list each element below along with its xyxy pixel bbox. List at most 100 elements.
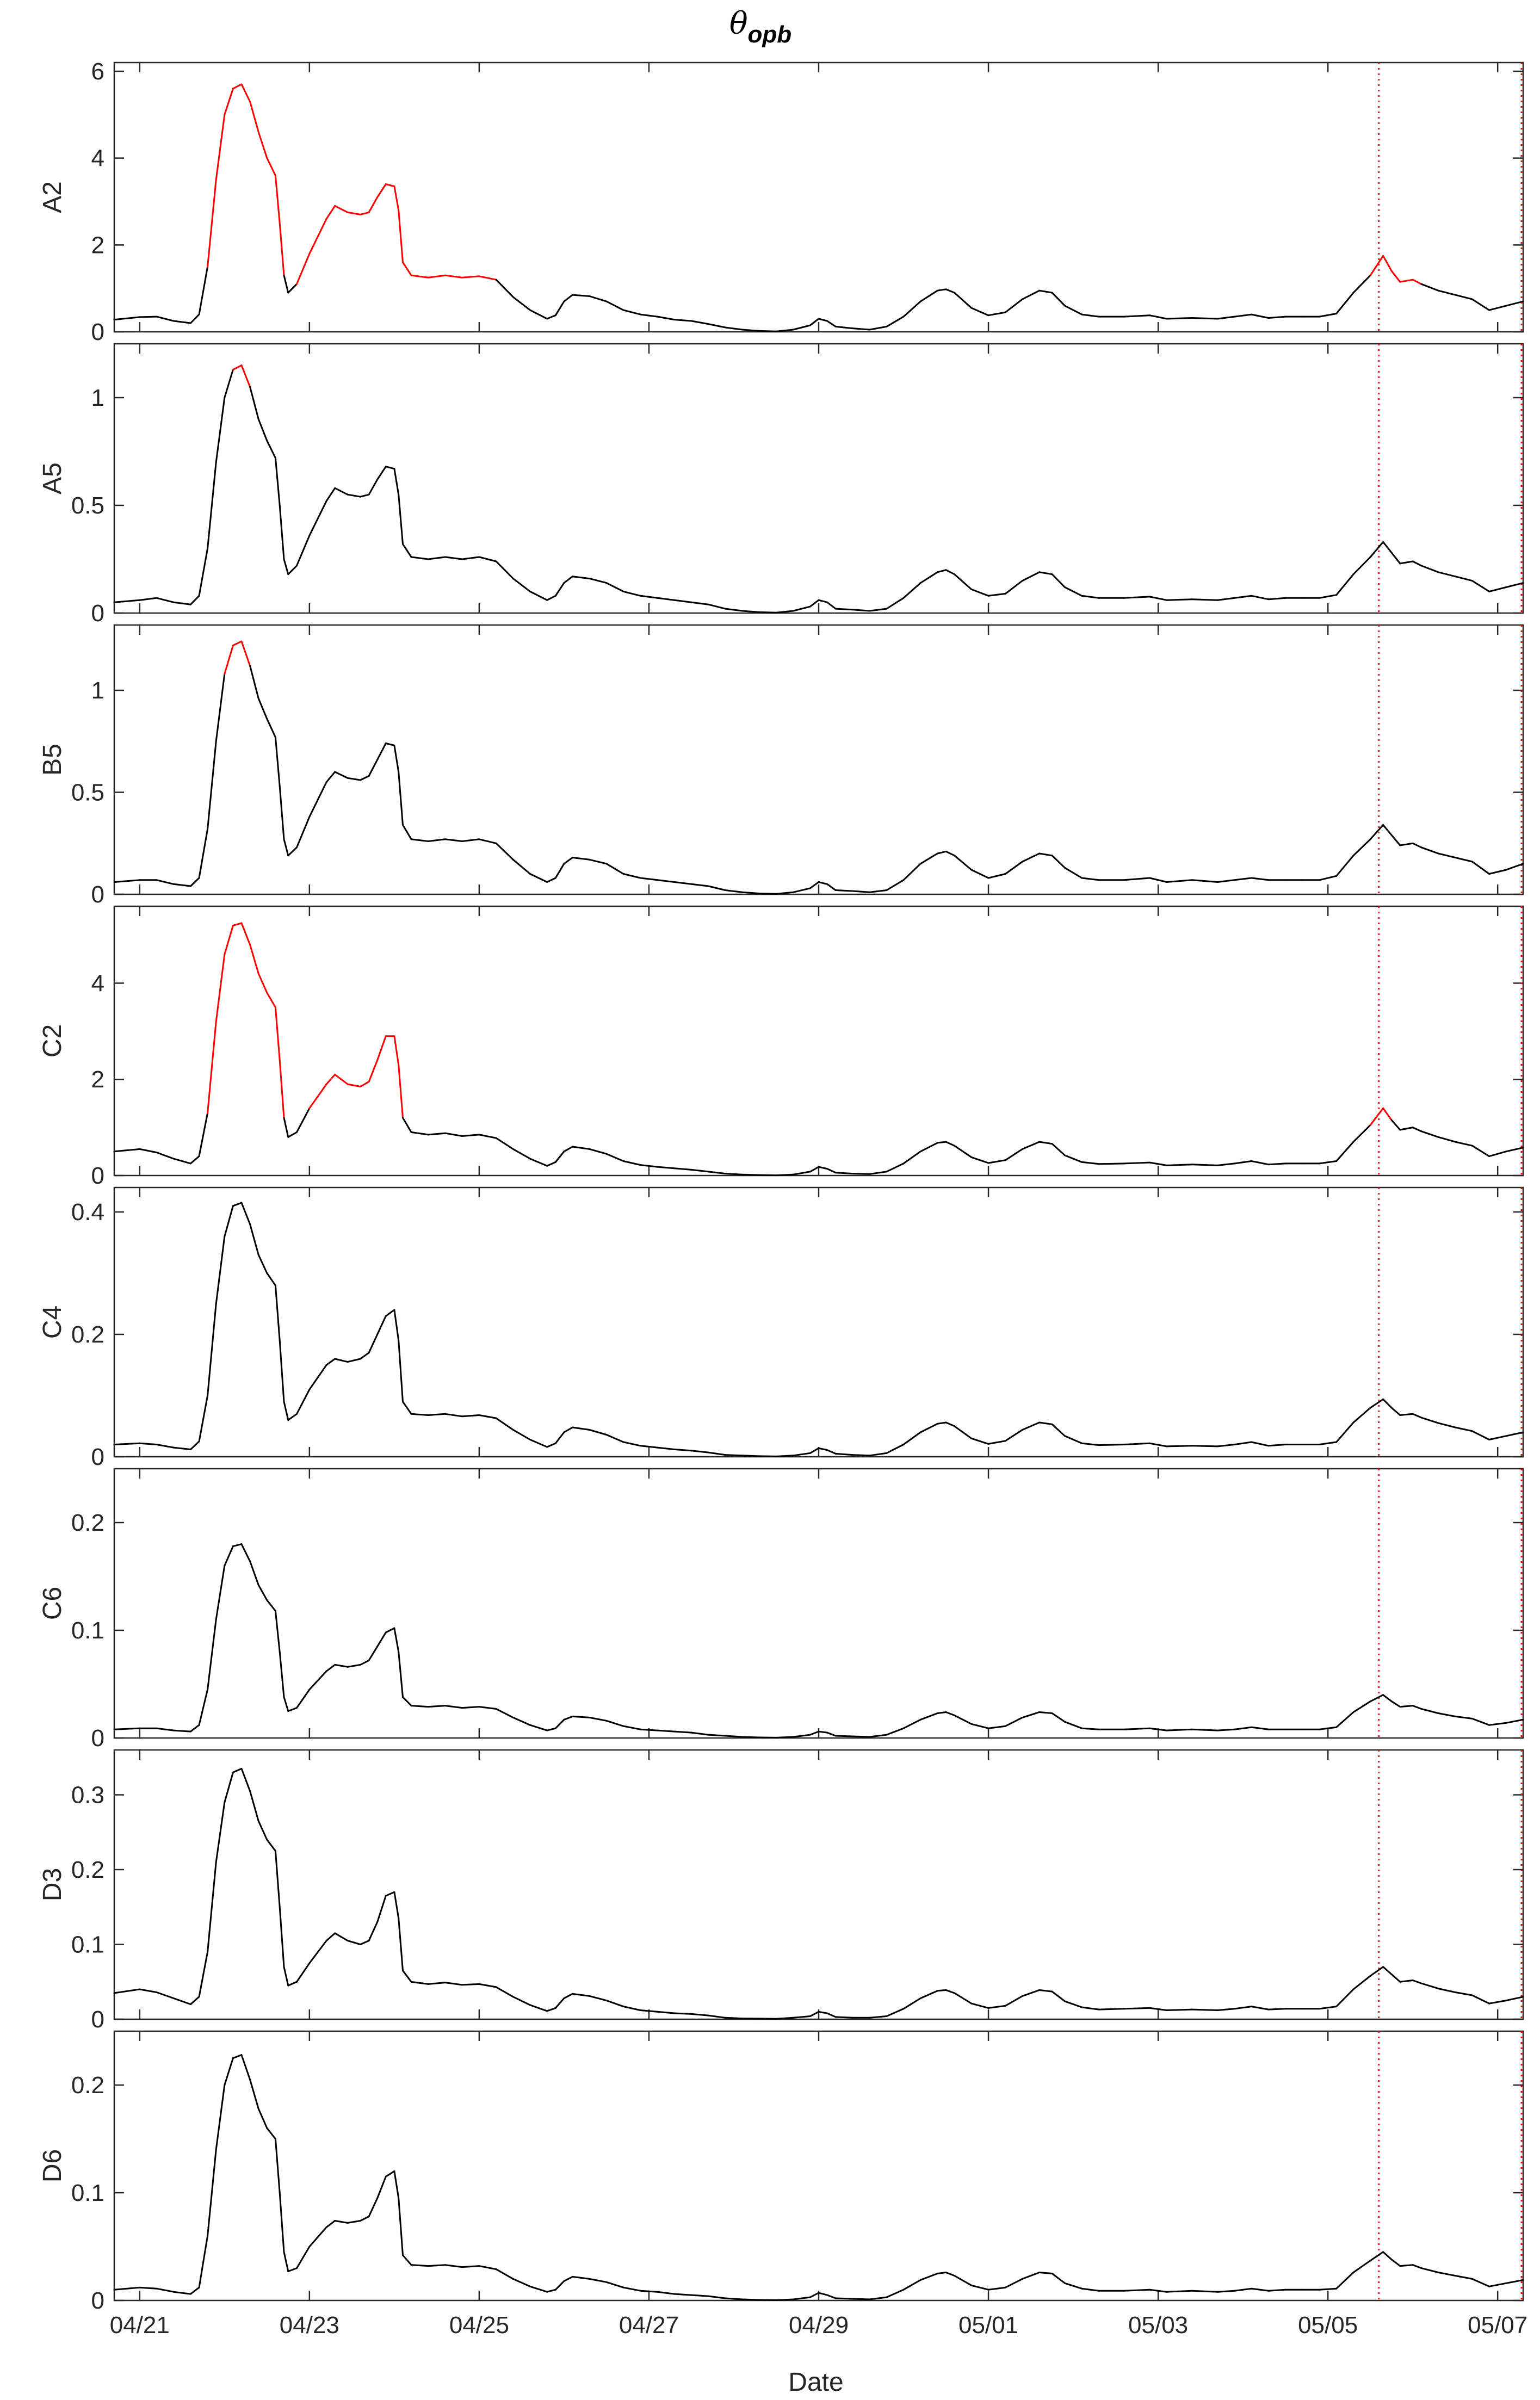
- series-segment: [554, 300, 565, 317]
- series-segment: [1382, 1694, 1393, 1703]
- series-segment: [589, 1716, 608, 1722]
- series-segment: [529, 1724, 548, 1731]
- series-segment: [954, 2275, 973, 2286]
- series-segment: [1216, 1728, 1235, 1731]
- series-segment: [139, 2286, 158, 2290]
- series-segment: [563, 576, 573, 584]
- series-segment: [775, 610, 794, 614]
- y-tick-label: 0.1: [71, 1932, 104, 1958]
- series-segment: [741, 2298, 760, 2301]
- series-segment: [1149, 1442, 1168, 1448]
- series-segment: [376, 1315, 387, 1335]
- series-segment: [1064, 586, 1083, 597]
- series-segment: [724, 2297, 744, 2300]
- series-segment: [1038, 1141, 1053, 1145]
- series-segment: [902, 582, 921, 599]
- series-segment: [1166, 1728, 1193, 1731]
- series-segment: [393, 744, 400, 773]
- series-segment: [826, 2294, 837, 2299]
- series-segment: [1319, 1726, 1338, 1730]
- series-segment: [818, 2011, 828, 2014]
- series-segment: [572, 2275, 591, 2280]
- series-segment-highlight: [308, 1083, 327, 1109]
- series-segment: [563, 294, 573, 302]
- series-segment: [232, 1767, 243, 1773]
- series-segment: [1352, 838, 1371, 857]
- series-segment: [529, 309, 548, 320]
- series-segment: [402, 1401, 412, 1415]
- series-segment: [1234, 313, 1253, 318]
- series-segment: [970, 588, 989, 597]
- series-segment: [1149, 877, 1168, 883]
- series-segment: [334, 2220, 349, 2224]
- series-segment: [1382, 1398, 1393, 1409]
- series-segment: [360, 775, 370, 781]
- series-segment: [546, 2288, 556, 2293]
- series-segment: [987, 2005, 1006, 2009]
- y-tick-label: 4: [91, 145, 104, 172]
- series-segment: [1319, 594, 1338, 599]
- series-segment: [589, 578, 608, 584]
- series-segment: [1352, 1975, 1371, 1990]
- series-segment: [1420, 1708, 1439, 1714]
- y-tick-label: 0.4: [71, 1199, 104, 1226]
- series-segment: [224, 2057, 234, 2086]
- series-segment: [639, 1164, 659, 1168]
- series-segment: [198, 1395, 209, 1443]
- series-segment: [834, 325, 854, 330]
- series-segment: [1051, 1712, 1066, 1723]
- series-segment: [572, 1426, 591, 1431]
- series-segment: [605, 2000, 624, 2008]
- series-segment: [775, 1455, 794, 1457]
- series-segment: [1505, 863, 1524, 871]
- series-segment: [287, 1413, 298, 1421]
- series-segment: [1382, 1966, 1393, 1975]
- series-segment: [1437, 289, 1456, 296]
- series-segment: [1399, 1413, 1414, 1416]
- series-segment: [809, 1447, 820, 1454]
- series-segment: [334, 771, 349, 779]
- series-segment: [622, 1725, 641, 1730]
- series-segment: [393, 1309, 400, 1341]
- series-segment: [1454, 1715, 1473, 1719]
- series-segment: [274, 1610, 281, 1653]
- series-segment: [1064, 1721, 1083, 1729]
- series-segment: [970, 1156, 989, 1164]
- series-segment: [385, 743, 395, 746]
- series-segment: [495, 560, 514, 580]
- series-segment: [368, 479, 379, 496]
- series-segment: [334, 1358, 349, 1363]
- series-segment: [563, 1426, 573, 1433]
- series-segment: [1488, 1150, 1507, 1158]
- series-segment: [1251, 1441, 1270, 1447]
- series-segment: [707, 603, 726, 610]
- series-segment: [410, 1981, 429, 1985]
- series-segment-highlight: [279, 1059, 285, 1119]
- series-segment: [657, 316, 676, 321]
- series-segment: [1267, 2288, 1287, 2292]
- series-segment: [970, 869, 989, 879]
- series-segment: [970, 2002, 989, 2009]
- series-segment: [249, 1223, 259, 1256]
- series-segment: [987, 2286, 1006, 2291]
- series-segment: [758, 611, 777, 614]
- series-segment: [1399, 2264, 1414, 2267]
- y-axis-label: A5: [38, 462, 67, 494]
- series-segment: [308, 1670, 327, 1691]
- series-segment: [1335, 855, 1355, 877]
- panel-c6: 0 0.1 0.2 C6: [38, 1468, 1524, 1752]
- series-segment: [589, 1995, 608, 2002]
- series-segment: [232, 1543, 243, 1548]
- series-segment: [1352, 274, 1371, 294]
- series-segment: [385, 1891, 395, 1897]
- series-segment: [189, 2286, 200, 2295]
- series-segment: [1420, 846, 1439, 855]
- series-segment: [156, 1152, 175, 1160]
- series-segment-highlight: [224, 645, 234, 675]
- series-segment: [1369, 824, 1384, 840]
- panel-d3: 0 0.1 0.2 0.3 D3: [38, 1749, 1524, 2033]
- x-tick-label: 05/01: [958, 2312, 1018, 2339]
- series-segment: [1399, 1705, 1414, 1708]
- series-segment: [834, 1172, 854, 1174]
